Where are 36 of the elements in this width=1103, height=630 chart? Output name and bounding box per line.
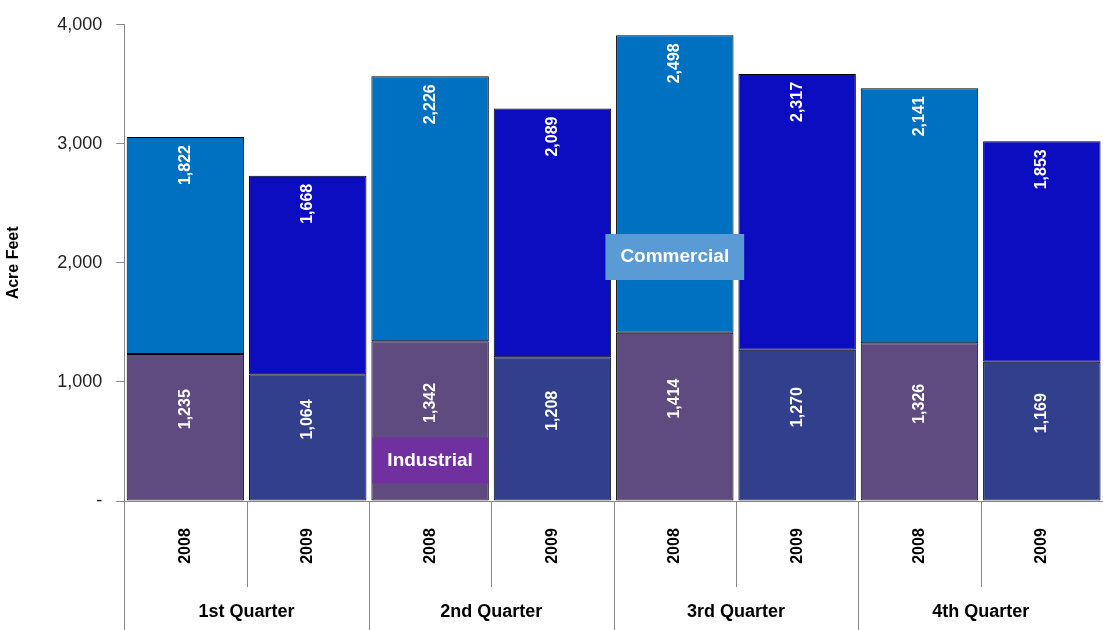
x-tick-label: 2008	[665, 528, 683, 564]
data-label: 1,270	[787, 387, 805, 428]
x-tick-label: 2009	[1032, 528, 1050, 564]
data-label: 2,141	[909, 96, 927, 137]
data-label: 1,342	[420, 382, 438, 423]
data-label: 1,668	[298, 183, 316, 224]
data-label: 2,089	[542, 116, 560, 157]
series-label: Industrial	[387, 448, 473, 470]
x-tick-label: 2009	[787, 528, 805, 564]
series-label: Commercial	[620, 245, 730, 267]
x-tick-label: 2008	[909, 528, 927, 564]
y-tick-label: -	[96, 489, 103, 510]
data-label: 1,064	[298, 399, 316, 440]
data-label: 1,822	[175, 144, 193, 186]
y-axis-title: Acre Feet	[4, 225, 22, 300]
text: 2nd Quarter	[440, 600, 543, 621]
text: 4th Quarter	[932, 600, 1030, 621]
data-label: 2,317	[787, 81, 805, 123]
y-tick-label: 1,000	[57, 370, 103, 391]
data-label: 2,226	[420, 84, 438, 125]
y-tick-label: 2,000	[57, 251, 103, 272]
data-label: 1,235	[175, 389, 193, 430]
data-label: 1,853	[1032, 149, 1050, 190]
data-label: 1,169	[1032, 393, 1050, 434]
data-label: 1,414	[665, 378, 683, 419]
x-tick-label: 2008	[175, 528, 193, 564]
data-label: 2,498	[665, 43, 683, 84]
x-tick-label: 2009	[542, 528, 560, 564]
y-tick-label: 3,000	[57, 132, 103, 153]
data-label: 1,326	[909, 383, 927, 424]
text: 1st Quarter	[198, 600, 295, 621]
data-label: 1,208	[542, 390, 560, 431]
text: 3rd Quarter	[686, 600, 785, 621]
x-tick-label: 2009	[298, 528, 316, 564]
y-tick-label: 4,000	[57, 13, 103, 34]
x-tick-label: 2008	[420, 528, 438, 564]
